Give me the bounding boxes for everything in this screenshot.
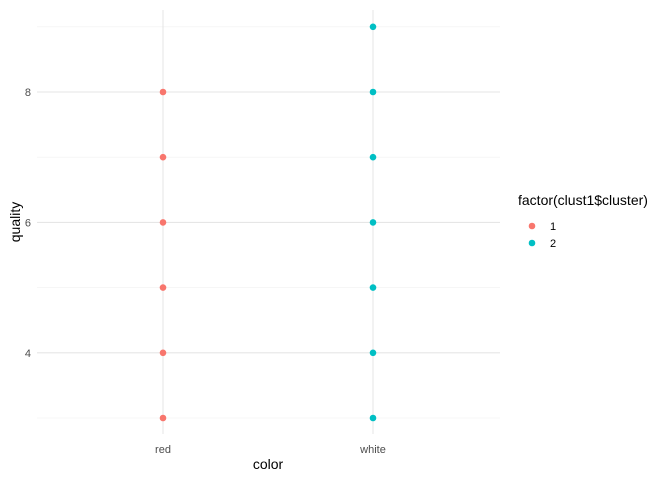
- legend: factor(clust1$cluster) 12: [518, 192, 648, 250]
- y-axis-title: quality: [7, 202, 23, 242]
- x-axis-tick-labels: red white: [155, 444, 386, 456]
- x-tick-label: red: [155, 444, 171, 456]
- legend-key: [528, 239, 536, 247]
- data-point: [369, 88, 377, 96]
- y-tick-label: 6: [25, 217, 31, 229]
- data-point: [369, 414, 377, 422]
- data-points: [159, 23, 377, 422]
- data-point: [369, 23, 377, 31]
- minor-gridlines: [37, 26, 500, 419]
- legend-title: factor(clust1$cluster): [518, 192, 648, 208]
- legend-label: 2: [550, 238, 556, 250]
- x-axis-title: color: [253, 456, 284, 472]
- data-point: [159, 349, 167, 357]
- data-point: [369, 284, 377, 291]
- y-tick-label: 8: [25, 87, 31, 99]
- data-point: [369, 219, 377, 226]
- y-tick-label: 4: [25, 348, 31, 360]
- legend-entries: 12: [528, 221, 556, 250]
- data-point: [159, 219, 167, 226]
- data-point: [369, 349, 377, 357]
- x-tick-label: white: [359, 444, 386, 456]
- data-point: [369, 153, 377, 161]
- legend-key: [528, 222, 536, 230]
- data-point: [159, 414, 167, 422]
- legend-label: 1: [550, 221, 556, 233]
- data-point: [159, 153, 167, 161]
- data-point: [159, 284, 167, 291]
- major-gridlines: [37, 10, 500, 434]
- data-point: [159, 88, 167, 96]
- y-axis-tick-labels: 4 6 8: [25, 87, 31, 360]
